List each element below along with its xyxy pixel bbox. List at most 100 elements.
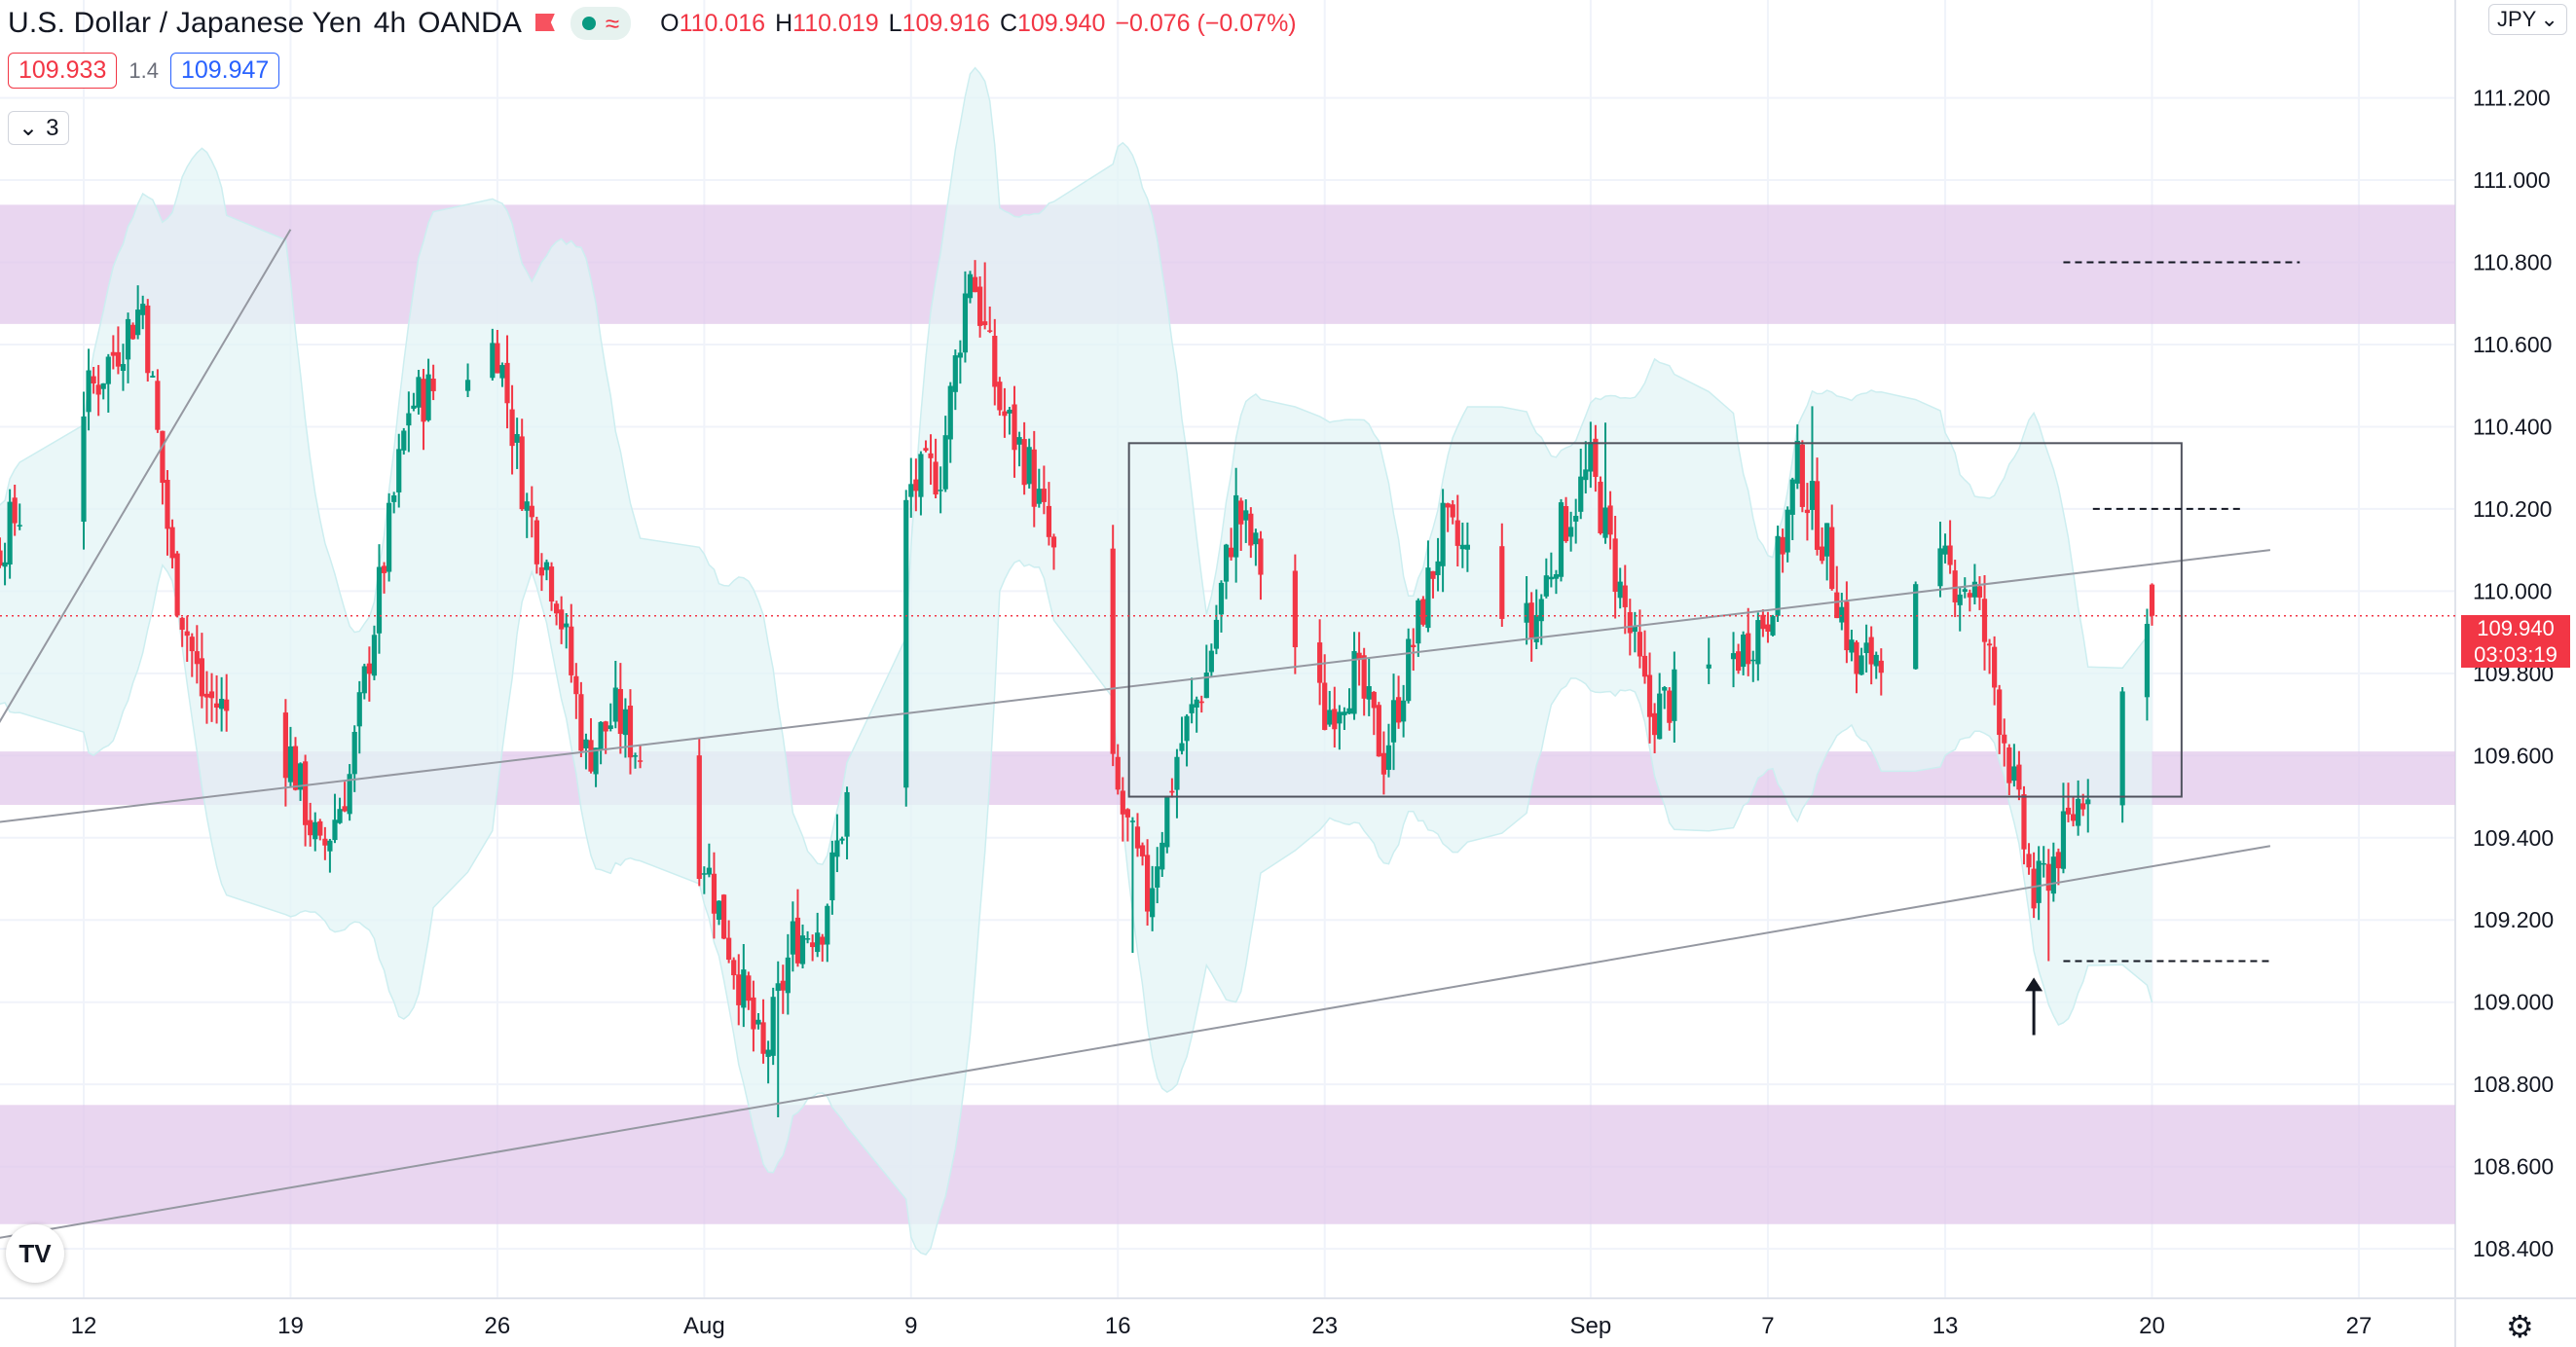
candle-body: [977, 286, 983, 326]
buy-button[interactable]: 109.947: [169, 53, 280, 89]
candle-body: [825, 905, 830, 945]
candle: [2036, 846, 2042, 921]
candle: [1588, 421, 1594, 489]
candle: [1258, 530, 1264, 601]
candle: [1667, 687, 1673, 731]
bar-countdown: 03:03:19: [2474, 642, 2558, 667]
candle: [401, 427, 407, 455]
candle: [947, 382, 953, 463]
candle: [903, 490, 909, 807]
close-value: 109.940: [1017, 9, 1106, 37]
y-tick-label: 108.600: [2473, 1154, 2554, 1180]
candle: [573, 663, 579, 719]
candle: [1583, 441, 1589, 493]
candle-body: [1124, 809, 1130, 818]
candle: [834, 814, 840, 873]
candle-body: [2011, 766, 2017, 782]
candle-body: [637, 760, 644, 762]
broker-label[interactable]: OANDA: [418, 7, 522, 39]
candle: [519, 419, 525, 512]
x-tick-label: 27: [2346, 1313, 2373, 1339]
symbol-title[interactable]: U.S. Dollar / Japanese Yen: [8, 7, 362, 39]
candle-body: [297, 763, 304, 790]
candle: [2119, 686, 2125, 823]
x-tick-label: 20: [2139, 1313, 2165, 1339]
y-tick-label: 108.800: [2473, 1072, 2554, 1097]
candle: [2070, 796, 2077, 827]
candle: [1741, 631, 1747, 675]
candle-body: [720, 894, 727, 939]
candle-body: [1253, 532, 1259, 545]
chevron-down-icon: ⌄: [2540, 7, 2558, 31]
candle-body: [538, 566, 545, 576]
candle: [1120, 777, 1125, 842]
candle-body: [598, 721, 604, 750]
indicators-toggle-button[interactable]: ⌄ 3: [8, 111, 70, 145]
candle-body: [401, 430, 407, 451]
candle: [2016, 750, 2022, 801]
candle-body: [129, 324, 136, 340]
candle-body: [1012, 404, 1017, 451]
sell-button[interactable]: 109.933: [8, 53, 118, 89]
candle-body: [2031, 868, 2037, 909]
candle: [1425, 540, 1431, 633]
candle-body: [2080, 803, 2086, 810]
candle: [1223, 543, 1230, 600]
candle-body: [1602, 507, 1608, 538]
candle: [982, 262, 988, 330]
candle: [347, 764, 352, 821]
candle: [1411, 628, 1417, 672]
candle: [1139, 842, 1146, 866]
currency-selector[interactable]: JPY ⌄: [2488, 4, 2567, 35]
candle-body: [1129, 820, 1136, 822]
candle-body: [804, 938, 811, 940]
candle-body: [1598, 481, 1603, 533]
candle-body: [17, 525, 22, 527]
candle-body: [371, 635, 378, 676]
candle: [495, 329, 500, 374]
candle: [569, 603, 574, 683]
candle-body: [1829, 527, 1835, 590]
candle: [1706, 637, 1711, 684]
candle: [1967, 589, 1972, 612]
candle-body: [1794, 440, 1800, 484]
candle: [464, 363, 471, 398]
candle: [1450, 499, 1455, 525]
candle-body: [1041, 489, 1047, 502]
candle-body: [2045, 863, 2051, 892]
candle: [780, 965, 786, 1014]
candle-body: [1179, 743, 1185, 751]
trendline: [0, 845, 2271, 1239]
candle: [1385, 723, 1392, 778]
candle-body: [1976, 586, 1983, 598]
candle: [1203, 644, 1209, 699]
candle: [224, 674, 230, 732]
last-price-tag: 109.940 03:03:19: [2461, 615, 2570, 668]
market-status-pill[interactable]: ≈: [570, 7, 632, 40]
candle: [2006, 744, 2012, 796]
candle-body: [1317, 642, 1323, 683]
candle: [189, 633, 195, 677]
candle: [95, 365, 101, 417]
candle-body: [815, 932, 821, 953]
candle: [150, 371, 156, 378]
candle-body: [780, 980, 786, 991]
tradingview-logo-icon[interactable]: TV: [6, 1224, 64, 1283]
candle: [7, 489, 13, 579]
flag-icon[interactable]: [534, 13, 559, 34]
candle: [1868, 626, 1874, 685]
candle-body: [1342, 711, 1347, 715]
candle: [1765, 611, 1771, 643]
candle-body: [411, 405, 417, 409]
quote-panel: 109.933 1.4 109.947: [8, 53, 280, 89]
candle-body: [514, 433, 520, 443]
candle-body: [292, 746, 299, 790]
candle: [751, 980, 756, 1052]
candle-body: [548, 566, 555, 602]
candle-body: [2016, 764, 2022, 790]
candle-body: [1553, 574, 1560, 579]
settings-gear-icon[interactable]: ⚙: [2506, 1309, 2534, 1344]
candle: [1794, 424, 1800, 490]
interval-label[interactable]: 4h: [373, 7, 407, 39]
